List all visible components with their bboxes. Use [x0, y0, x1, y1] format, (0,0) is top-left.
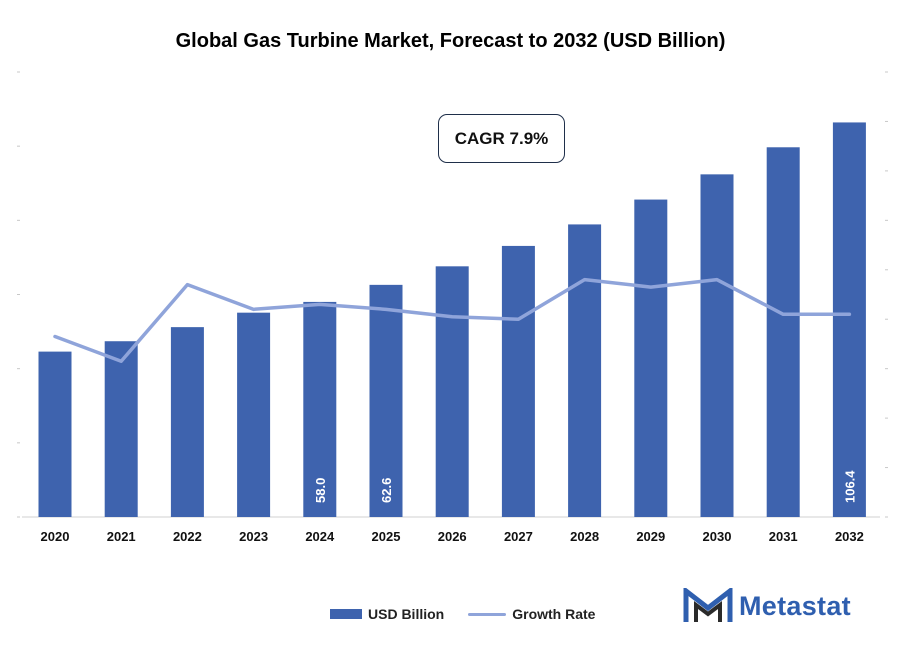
bar-2024	[303, 301, 337, 517]
legend-bar-swatch	[330, 609, 362, 619]
x-tick-label: 2024	[305, 529, 335, 544]
bar-2022	[170, 327, 204, 517]
x-tick-label: 2022	[173, 529, 202, 544]
x-tick-label: 2029	[636, 529, 665, 544]
metastat-m-icon	[683, 588, 733, 622]
bar-data-label: 62.6	[379, 478, 394, 503]
bar-2026	[435, 266, 469, 517]
metastat-logo: Metastat	[683, 588, 851, 624]
bar-2028	[568, 224, 602, 517]
legend-line-label: Growth Rate	[512, 606, 596, 622]
x-tick-label: 2025	[372, 529, 401, 544]
bar-2031	[766, 147, 800, 517]
x-axis-tick-labels: 2020 2021 2022 2023 2024 2025 2026 2027 2028 2029…	[41, 529, 864, 544]
bar-2020	[38, 351, 72, 517]
x-tick-label: 2028	[570, 529, 599, 544]
bar-2030	[700, 174, 734, 517]
x-tick-label: 2021	[107, 529, 136, 544]
bar-2032	[832, 122, 866, 517]
chart-title: Global Gas Turbine Market, Forecast to 2…	[175, 30, 726, 52]
bar-data-labels: 58.0 62.6 106.4	[313, 470, 858, 503]
growth-rate-series	[53, 277, 852, 363]
legend-line-swatch	[468, 612, 507, 616]
right-axis-ticks	[885, 71, 888, 518]
metastat-logo-text: Metastat	[739, 590, 851, 621]
bar-2029	[634, 199, 668, 518]
x-tick-label: 2032	[835, 529, 864, 544]
growth-rate-line	[53, 277, 852, 363]
bar-data-label: 58.0	[313, 478, 328, 503]
bar-series	[38, 122, 866, 518]
x-tick-label: 2031	[769, 529, 798, 544]
bar-2023	[237, 312, 271, 517]
left-axis-ticks	[17, 71, 20, 518]
x-tick-label: 2026	[438, 529, 467, 544]
legend-bar-label: USD Billion	[368, 606, 445, 622]
bar-data-label: 106.4	[842, 470, 857, 503]
x-tick-label: 2027	[504, 529, 533, 544]
bar-2021	[104, 341, 138, 517]
bar-2025	[369, 284, 403, 517]
x-tick-label: 2020	[41, 529, 70, 544]
x-tick-label: 2023	[239, 529, 268, 544]
chart-legend: USD Billion Growth Rate	[330, 606, 595, 622]
bar-2027	[501, 245, 535, 517]
x-tick-label: 2030	[703, 529, 732, 544]
cagr-annotation: CAGR 7.9%	[438, 114, 565, 163]
